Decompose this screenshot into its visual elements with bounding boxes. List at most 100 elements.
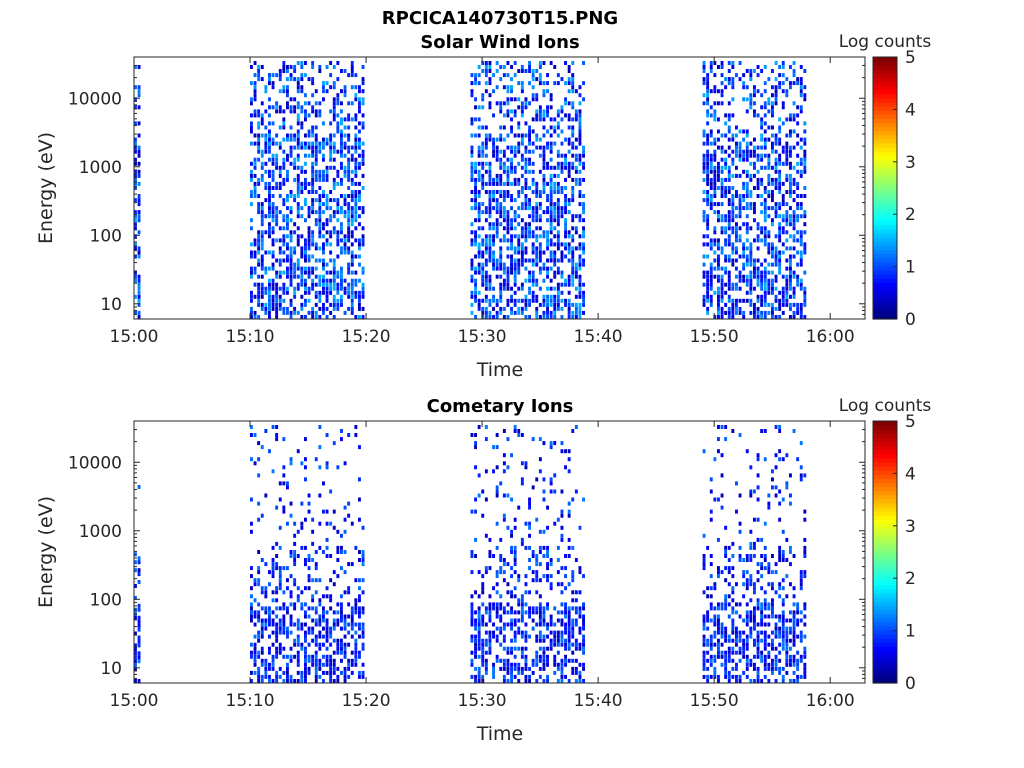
spectrogram-cell bbox=[564, 606, 567, 611]
spectrogram-cell bbox=[560, 513, 564, 518]
spectrogram-cell bbox=[481, 250, 485, 255]
spectrogram-cell bbox=[286, 654, 289, 659]
spectrogram-cell bbox=[282, 646, 286, 651]
spectrogram-cell bbox=[742, 198, 746, 203]
spectrogram-cell bbox=[756, 246, 760, 251]
spectrogram-cell bbox=[771, 586, 774, 591]
spectrogram-cell bbox=[578, 121, 582, 126]
spectrogram-cell bbox=[578, 610, 582, 615]
spectrogram-cell bbox=[763, 290, 767, 295]
colorbar-segment bbox=[873, 163, 897, 169]
spectrogram-cell bbox=[578, 282, 582, 287]
spectrogram-cell bbox=[767, 270, 771, 275]
spectrogram-cell bbox=[702, 622, 706, 627]
spectrogram-cell bbox=[322, 290, 325, 295]
spectrogram-cell bbox=[727, 169, 731, 174]
spectrogram-cell bbox=[713, 157, 717, 162]
spectrogram-cell bbox=[510, 238, 513, 243]
spectrogram-cell bbox=[358, 290, 361, 295]
spectrogram-cell bbox=[296, 638, 300, 643]
spectrogram-cell bbox=[347, 186, 351, 190]
spectrogram-cell bbox=[510, 545, 513, 550]
spectrogram-cell bbox=[260, 646, 264, 651]
spectrogram-cell bbox=[549, 445, 553, 450]
spectrogram-cell bbox=[510, 258, 513, 263]
spectrogram-cell bbox=[307, 298, 311, 303]
spectrogram-cell bbox=[727, 165, 731, 170]
spectrogram-cell bbox=[502, 606, 506, 611]
spectrogram-cell bbox=[340, 89, 343, 94]
spectrogram-cell bbox=[771, 606, 774, 611]
spectrogram-cell bbox=[717, 89, 720, 94]
spectrogram-cell bbox=[260, 206, 264, 211]
spectrogram-cell bbox=[329, 153, 333, 158]
spectrogram-cell bbox=[260, 254, 264, 259]
spectrogram-cell bbox=[781, 161, 785, 166]
spectrogram-cell bbox=[311, 93, 315, 98]
spectrogram-cell bbox=[706, 234, 710, 239]
spectrogram-cell bbox=[781, 646, 785, 651]
spectrogram-cell bbox=[332, 105, 336, 110]
spectrogram-cell bbox=[763, 654, 767, 659]
spectrogram-cell bbox=[137, 89, 141, 94]
spectrogram-cell bbox=[250, 315, 253, 319]
spectrogram-cell bbox=[531, 85, 535, 90]
spectrogram-cell bbox=[477, 266, 481, 271]
spectrogram-cell bbox=[781, 302, 785, 307]
spectrogram-cell bbox=[771, 254, 774, 259]
spectrogram-cell bbox=[358, 206, 361, 211]
spectrogram-cell bbox=[713, 497, 717, 502]
spectrogram-cell bbox=[578, 246, 582, 251]
spectrogram-cell bbox=[488, 594, 492, 599]
spectrogram-cell bbox=[499, 606, 503, 611]
spectrogram-cell bbox=[318, 274, 322, 279]
spectrogram-cell bbox=[724, 238, 728, 243]
spectrogram-cell bbox=[361, 157, 365, 162]
spectrogram-cell bbox=[510, 254, 513, 259]
spectrogram-cell bbox=[484, 274, 488, 279]
spectrogram-cell bbox=[350, 190, 354, 194]
spectrogram-cell bbox=[738, 173, 742, 178]
spectrogram-cell bbox=[749, 302, 753, 307]
spectrogram-cell bbox=[538, 606, 542, 611]
spectrogram-cell bbox=[513, 246, 517, 251]
spectrogram-cell bbox=[260, 634, 264, 639]
spectrogram-cell bbox=[771, 105, 774, 110]
spectrogram-cell bbox=[756, 89, 760, 94]
colorbar-segment bbox=[873, 97, 897, 103]
spectrogram-cell bbox=[771, 610, 774, 615]
spectrogram-cell bbox=[520, 234, 524, 239]
spectrogram-cell bbox=[771, 602, 774, 607]
spectrogram-cell bbox=[556, 545, 560, 550]
spectrogram-cell bbox=[311, 202, 315, 207]
spectrogram-cell bbox=[510, 306, 513, 311]
spectrogram-cell bbox=[137, 230, 141, 235]
spectrogram-cell bbox=[524, 278, 528, 283]
spectrogram-cell bbox=[325, 630, 329, 635]
spectrogram-cell bbox=[329, 290, 333, 295]
spectrogram-cell bbox=[735, 173, 738, 178]
spectrogram-cell bbox=[582, 662, 585, 667]
spectrogram-cell bbox=[520, 310, 524, 315]
spectrogram-cell bbox=[488, 650, 492, 655]
spectrogram-cell bbox=[724, 194, 728, 198]
spectrogram-cell bbox=[556, 630, 560, 635]
spectrogram-cell bbox=[510, 129, 513, 134]
spectrogram-cell bbox=[753, 666, 756, 671]
spectrogram-cell bbox=[789, 117, 792, 122]
spectrogram-cell bbox=[556, 642, 560, 647]
spectrogram-cell bbox=[307, 630, 311, 635]
spectrogram-cell bbox=[322, 177, 325, 182]
spectrogram-cell bbox=[524, 169, 528, 174]
spectrogram-cell bbox=[318, 622, 322, 627]
spectrogram-cell bbox=[499, 274, 503, 279]
spectrogram-cell bbox=[361, 315, 365, 319]
spectrogram-cell bbox=[340, 533, 343, 538]
spectrogram-cell bbox=[713, 242, 717, 247]
spectrogram-cell bbox=[745, 618, 749, 623]
spectrogram-cell bbox=[567, 117, 571, 122]
spectrogram-cell bbox=[286, 270, 289, 275]
spectrogram-cell bbox=[535, 250, 539, 255]
spectrogram-cell bbox=[354, 113, 358, 118]
spectrogram-cell bbox=[300, 141, 304, 146]
